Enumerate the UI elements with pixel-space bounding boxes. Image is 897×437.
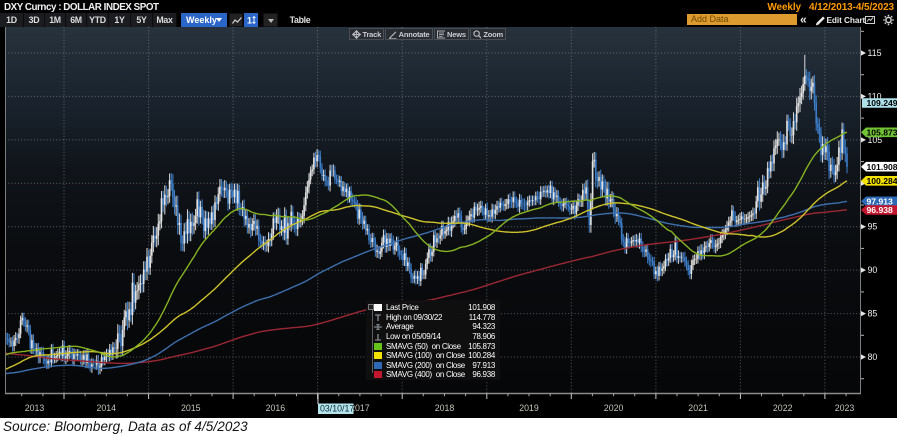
svg-text:2019: 2019 — [519, 403, 539, 413]
svg-text:110: 110 — [868, 91, 882, 101]
svg-text:2016: 2016 — [266, 403, 286, 413]
svg-text:2013: 2013 — [25, 403, 45, 413]
svg-text:2014: 2014 — [97, 403, 117, 413]
svg-text:Edit Chart: Edit Chart — [827, 15, 866, 25]
svg-text:109.249: 109.249 — [867, 98, 897, 108]
svg-text:2021: 2021 — [688, 403, 708, 413]
svg-text:2015: 2015 — [181, 403, 201, 413]
svg-text:2017: 2017 — [350, 403, 370, 413]
svg-text:90: 90 — [868, 265, 878, 275]
svg-text:2020: 2020 — [604, 403, 624, 413]
svg-text:2022: 2022 — [773, 403, 793, 413]
svg-text:105: 105 — [868, 135, 883, 145]
svg-text:«: « — [800, 13, 807, 26]
svg-text:115: 115 — [868, 48, 882, 58]
svg-text:97.913: 97.913 — [867, 196, 894, 206]
svg-text:95: 95 — [868, 222, 878, 232]
svg-text:101.908: 101.908 — [867, 162, 897, 172]
svg-text:96.938: 96.938 — [867, 205, 894, 215]
svg-text:03/10/17: 03/10/17 — [320, 404, 354, 414]
svg-text:100.284: 100.284 — [867, 176, 897, 186]
svg-text:80: 80 — [868, 352, 878, 362]
svg-text:1: 1 — [247, 16, 252, 26]
svg-text:85: 85 — [868, 309, 878, 319]
svg-text:2018: 2018 — [435, 403, 455, 413]
svg-text:105.873: 105.873 — [867, 127, 897, 137]
svg-text:2023: 2023 — [835, 403, 855, 413]
